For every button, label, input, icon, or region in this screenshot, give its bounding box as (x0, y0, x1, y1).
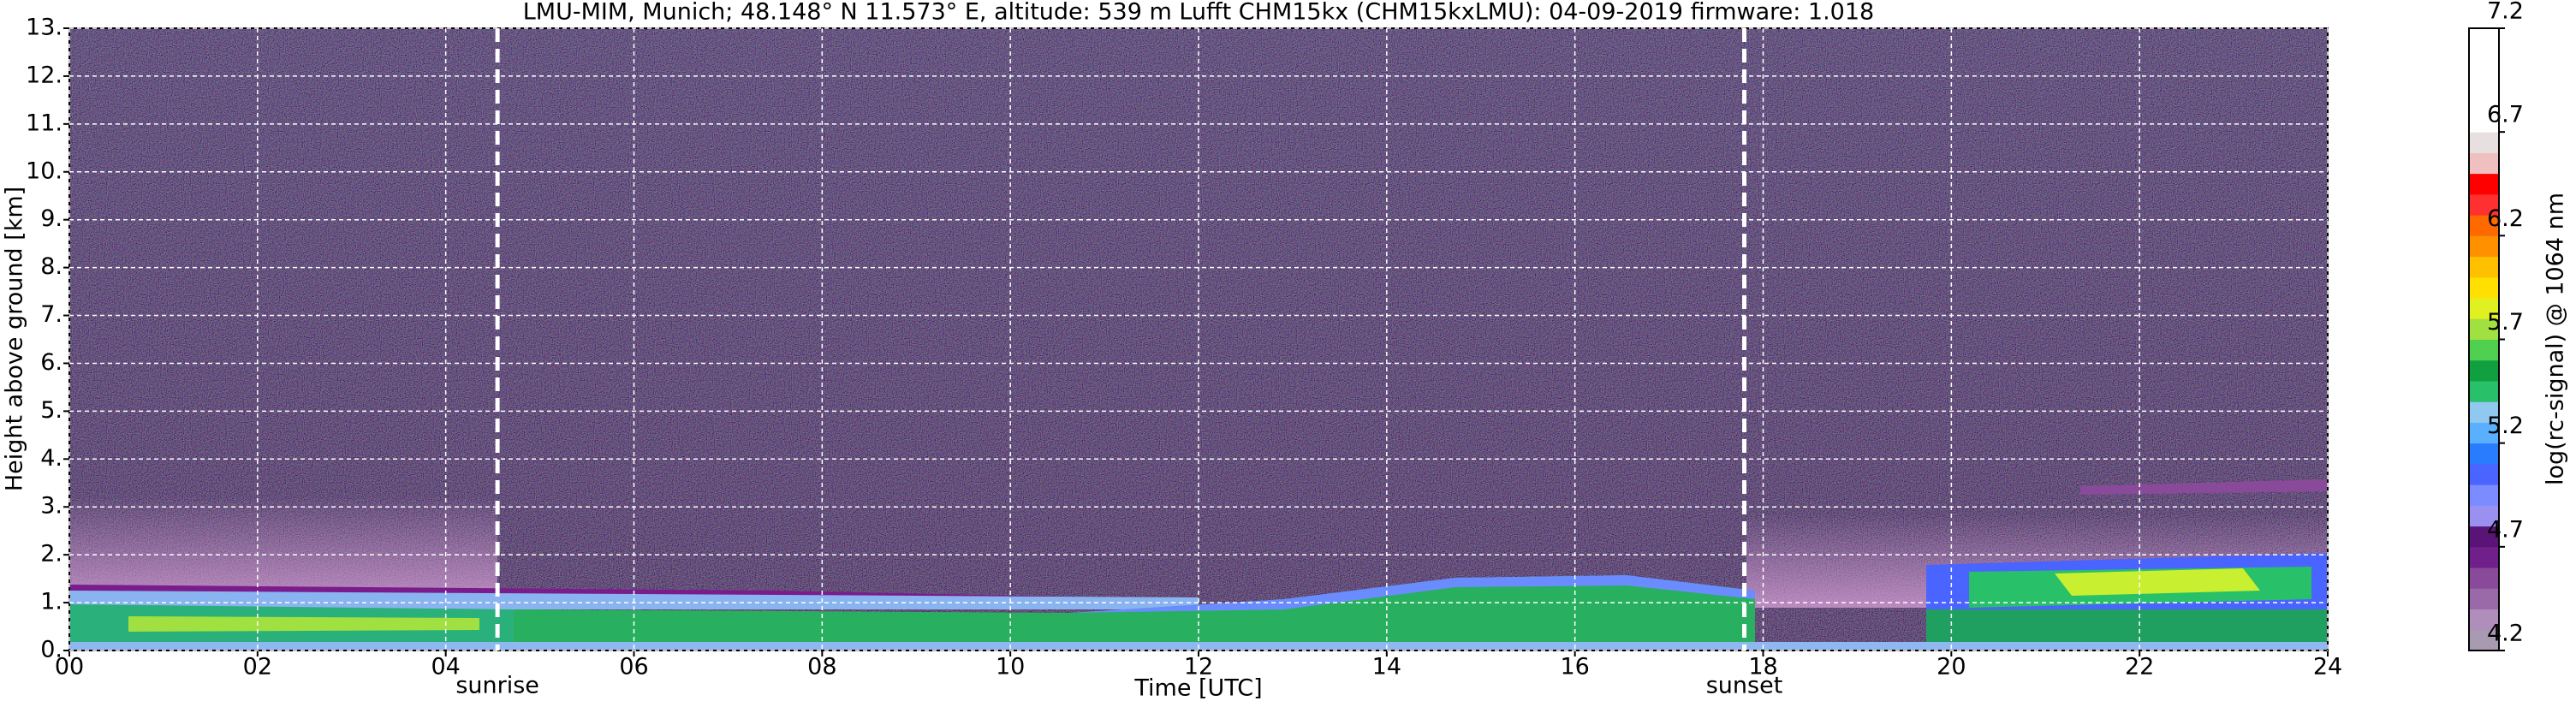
x-tick-label: 04 (431, 654, 460, 680)
x-tick-label: 14 (1372, 654, 1401, 680)
x-tick-label: 24 (2313, 654, 2342, 680)
colorbar-cell (2469, 173, 2499, 195)
colorbar-cell (2469, 359, 2499, 382)
colorbar-cell (2469, 422, 2499, 444)
colorbar-cell (2469, 132, 2499, 153)
y-tick-label: 1. (40, 589, 62, 615)
y-tick-label: 12. (26, 62, 62, 88)
y-tick-label: 5. (40, 397, 62, 424)
colorbar-tick-label: 6.2 (2487, 205, 2524, 232)
x-axis-label: Time [UTC] (1133, 675, 1262, 702)
y-tick-label: 10. (26, 157, 62, 184)
layer (1070, 575, 1755, 613)
x-tick-label: 12 (1184, 654, 1213, 680)
colorbar-cell (2469, 588, 2499, 610)
colorbar-cell (2469, 152, 2499, 175)
chart-title: LMU-MIM, Munich; 48.148° N 11.573° E, al… (523, 0, 1874, 26)
x-tick-label: 02 (243, 654, 272, 680)
colorbar-cell (2469, 484, 2499, 506)
colorbar-cell (2469, 28, 2499, 50)
colorbar-cell (2469, 193, 2499, 216)
y-axis-label: Height above ground [km] (2, 187, 28, 491)
colorbar-cell (2469, 401, 2499, 423)
y-tick-label: 3. (40, 493, 62, 520)
colorbar-cell (2469, 463, 2499, 485)
colorbar-cell (2469, 256, 2499, 278)
haze (69, 496, 497, 599)
event-label: sunrise (455, 673, 539, 699)
colorbar-cell (2469, 276, 2499, 299)
x-tick-label: 18 (1748, 654, 1777, 680)
layer (2055, 568, 2260, 596)
x-tick-label: 08 (807, 654, 836, 680)
layer (128, 616, 479, 632)
x-tick-label: 22 (2125, 654, 2154, 680)
y-tick-label: 4. (40, 445, 62, 472)
colorbar-cell (2469, 567, 2499, 589)
colorbar-cell (2469, 318, 2499, 340)
colorbar-tick-label: 4.7 (2487, 516, 2524, 543)
colorbar-tick-label: 7.2 (2487, 0, 2524, 25)
colorbar-cell (2469, 339, 2499, 361)
colorbar-cell (2469, 235, 2499, 258)
colorbar-cell (2469, 298, 2499, 319)
x-tick-label: 10 (996, 654, 1025, 680)
x-tick-label: 16 (1560, 654, 1589, 680)
colorbar-cell (2469, 609, 2499, 631)
x-tick-label: 20 (1936, 654, 1966, 680)
layer (2080, 479, 2328, 495)
colorbar-cell (2469, 629, 2499, 651)
colorbar-cell (2469, 505, 2499, 527)
colorbar-cell (2469, 49, 2499, 70)
y-tick-label: 11. (26, 110, 62, 136)
colorbar-cell (2469, 215, 2499, 236)
colorbar-cell (2469, 90, 2499, 112)
y-tick-label: 8. (40, 253, 62, 280)
colorbar-tick-label: 6.7 (2487, 102, 2524, 128)
colorbar-cell (2469, 380, 2499, 402)
x-tick-label: 06 (619, 654, 648, 680)
colorbar-cell (2469, 110, 2499, 133)
colorbar-cell (2469, 526, 2499, 548)
event-label: sunset (1706, 673, 1783, 699)
y-tick-label: 0. (40, 637, 62, 663)
colorbar-tick-label: 4.2 (2487, 621, 2524, 647)
colorbar-label: log(rc-signal) @ 1064 nm (2543, 193, 2569, 485)
x-tick-label: 00 (55, 654, 84, 680)
colorbar-tick-label: 5.2 (2487, 413, 2524, 439)
y-tick-label: 7. (40, 301, 62, 328)
layer (1926, 609, 2328, 644)
colorbar-tick-label: 5.7 (2487, 309, 2524, 336)
y-tick-label: 6. (40, 349, 62, 376)
y-tick-label: 2. (40, 541, 62, 567)
y-tick-label: 13. (26, 15, 62, 41)
colorbar-cell (2469, 546, 2499, 568)
y-tick-label: 9. (40, 205, 62, 232)
colorbar-cell (2469, 443, 2499, 465)
colorbar-cell (2469, 69, 2499, 92)
